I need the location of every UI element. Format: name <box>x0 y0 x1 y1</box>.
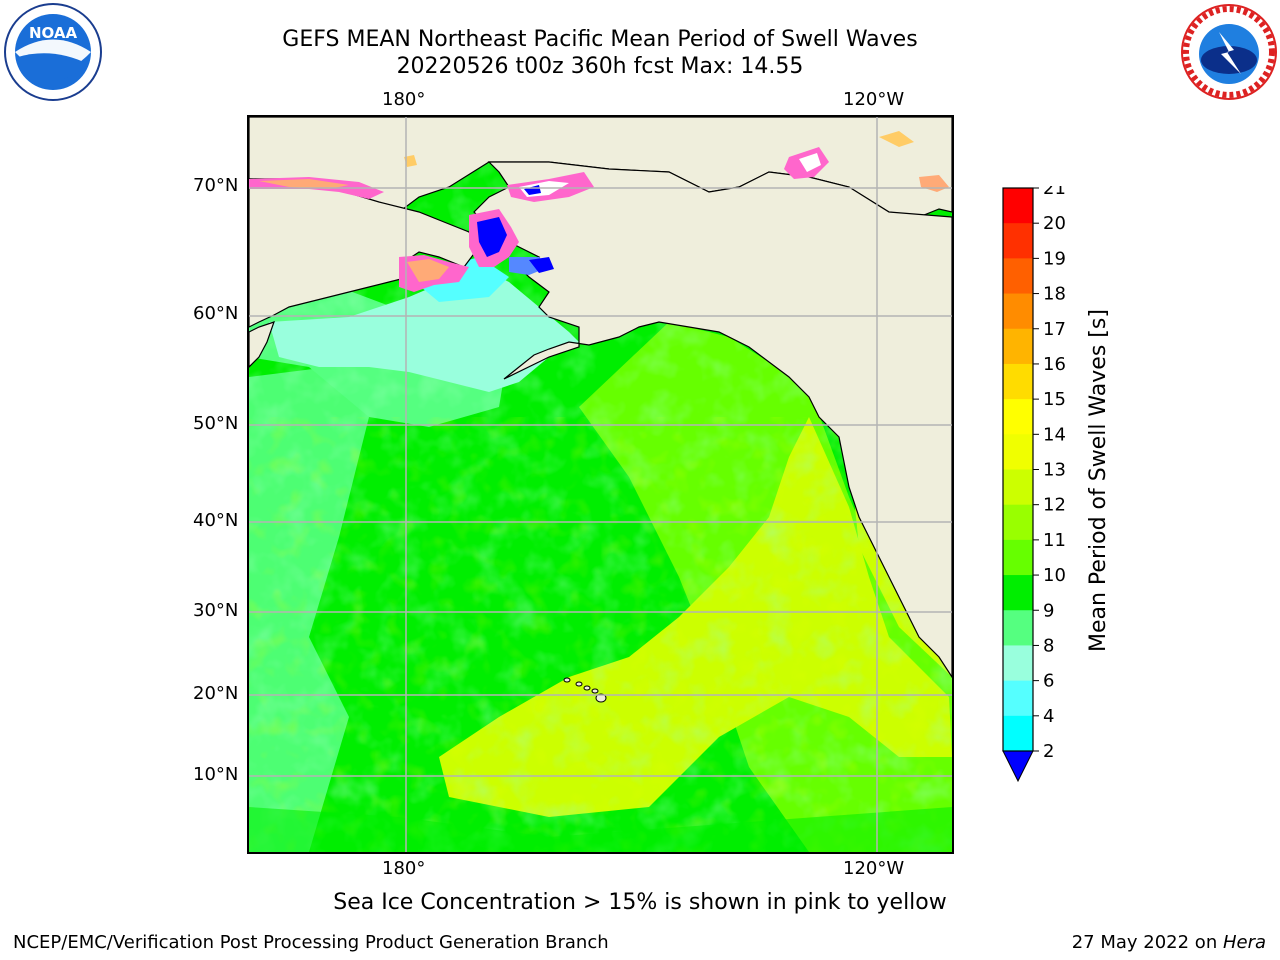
colorbar-block <box>1003 469 1033 506</box>
graticule <box>249 117 952 852</box>
map-panel <box>247 115 954 854</box>
colorbar-tick-label: 19 <box>1043 248 1066 269</box>
southern-band <box>249 807 952 852</box>
colorbar-block <box>1003 363 1033 400</box>
sea-ice-caption: Sea Ice Concentration > 15% is shown in … <box>333 890 947 915</box>
colorbar-tick-label: 11 <box>1043 530 1066 551</box>
noaa-logo-text: NOAA <box>29 24 78 42</box>
lat-label-40n: 40°N <box>193 510 239 531</box>
footer-date-text: 27 May 2022 on <box>1071 932 1223 953</box>
colorbar-tick-label: 18 <box>1043 284 1066 305</box>
chart-subtitle: 20220526 t00z 360h fcst Max: 14.55 <box>396 54 804 79</box>
colorbar-tick-label: 14 <box>1043 424 1066 445</box>
colorbar-tick-label: 12 <box>1043 495 1066 516</box>
colorbar-block <box>1003 188 1033 224</box>
footer-host: Hera <box>1222 932 1266 953</box>
colorbar-block <box>1003 610 1033 646</box>
colorbar-ticks: 21 20 19 18 17 16 15 14 13 12 11 10 9 8 6 4 2 <box>1033 186 1066 762</box>
lat-label-20n: 20°N <box>193 683 239 704</box>
hawaii-islands <box>563 677 607 703</box>
swell-period-field <box>249 117 952 852</box>
colorbar-tick-label: 10 <box>1043 565 1066 586</box>
texture-overlay-2 <box>249 417 952 852</box>
colorbar-block <box>1003 293 1033 330</box>
colorbar-tick-label: 17 <box>1043 319 1066 340</box>
colorbar: 21 20 19 18 17 16 15 14 13 12 11 10 9 8 6 4 2 <box>1002 186 1066 783</box>
lon-label-bottom-120w: 120°W <box>843 858 905 879</box>
colorbar-tick-label: 16 <box>1043 354 1066 375</box>
nws-logo <box>1181 4 1277 100</box>
colorbar-block <box>1003 575 1033 611</box>
colorbar-tick-label: 15 <box>1043 389 1066 410</box>
footer-branch: NCEP/EMC/Verification Post Processing Pr… <box>13 932 609 953</box>
colorbar-tick-label: 9 <box>1043 600 1054 621</box>
lat-label-50n: 50°N <box>193 413 239 434</box>
lon-label-top-120w: 120°W <box>843 89 905 110</box>
lon-label-bottom-180: 180° <box>382 858 426 879</box>
chart-title: GEFS MEAN Northeast Pacific Mean Period … <box>282 27 918 52</box>
colorbar-tick-label: 13 <box>1043 460 1066 481</box>
colorbar-tick-label: 6 <box>1043 671 1054 692</box>
lat-label-60n: 60°N <box>193 303 239 324</box>
colorbar-block <box>1003 539 1033 576</box>
lat-label-30n: 30°N <box>193 600 239 621</box>
footer-date: 27 May 2022 on Hera <box>1072 932 1266 953</box>
colorbar-tick-label: 21 <box>1043 186 1066 199</box>
colorbar-block <box>1003 504 1033 541</box>
colorbar-block <box>1003 645 1033 682</box>
colorbar-block <box>1003 328 1033 365</box>
colorbar-tick-label: 8 <box>1043 635 1054 656</box>
colorbar-block <box>1003 258 1033 295</box>
lon-label-top-180: 180° <box>382 89 426 110</box>
sea-ice-overlay <box>249 131 949 292</box>
colorbar-extend-arrow <box>1002 750 1034 783</box>
land-masses <box>249 117 952 679</box>
bering-sea-short-period <box>269 267 579 392</box>
colorbar-block <box>1003 680 1033 717</box>
colorbar-label: Mean Period of Swell Waves [s] <box>1086 309 1111 652</box>
colorbar-block <box>1003 399 1033 435</box>
colorbar-block <box>1003 223 1033 259</box>
colorbar-tick-label: 4 <box>1043 706 1054 727</box>
colorbar-block <box>1003 434 1033 470</box>
colorbar-block <box>1003 715 1033 752</box>
colorbar-blocks <box>1002 187 1034 783</box>
colorbar-tick-label: 2 <box>1043 741 1054 762</box>
colorbar-tick-label: 20 <box>1043 213 1066 234</box>
lat-label-10n: 10°N <box>193 764 239 785</box>
noaa-logo: NOAA <box>4 3 102 101</box>
lat-label-70n: 70°N <box>193 175 239 196</box>
